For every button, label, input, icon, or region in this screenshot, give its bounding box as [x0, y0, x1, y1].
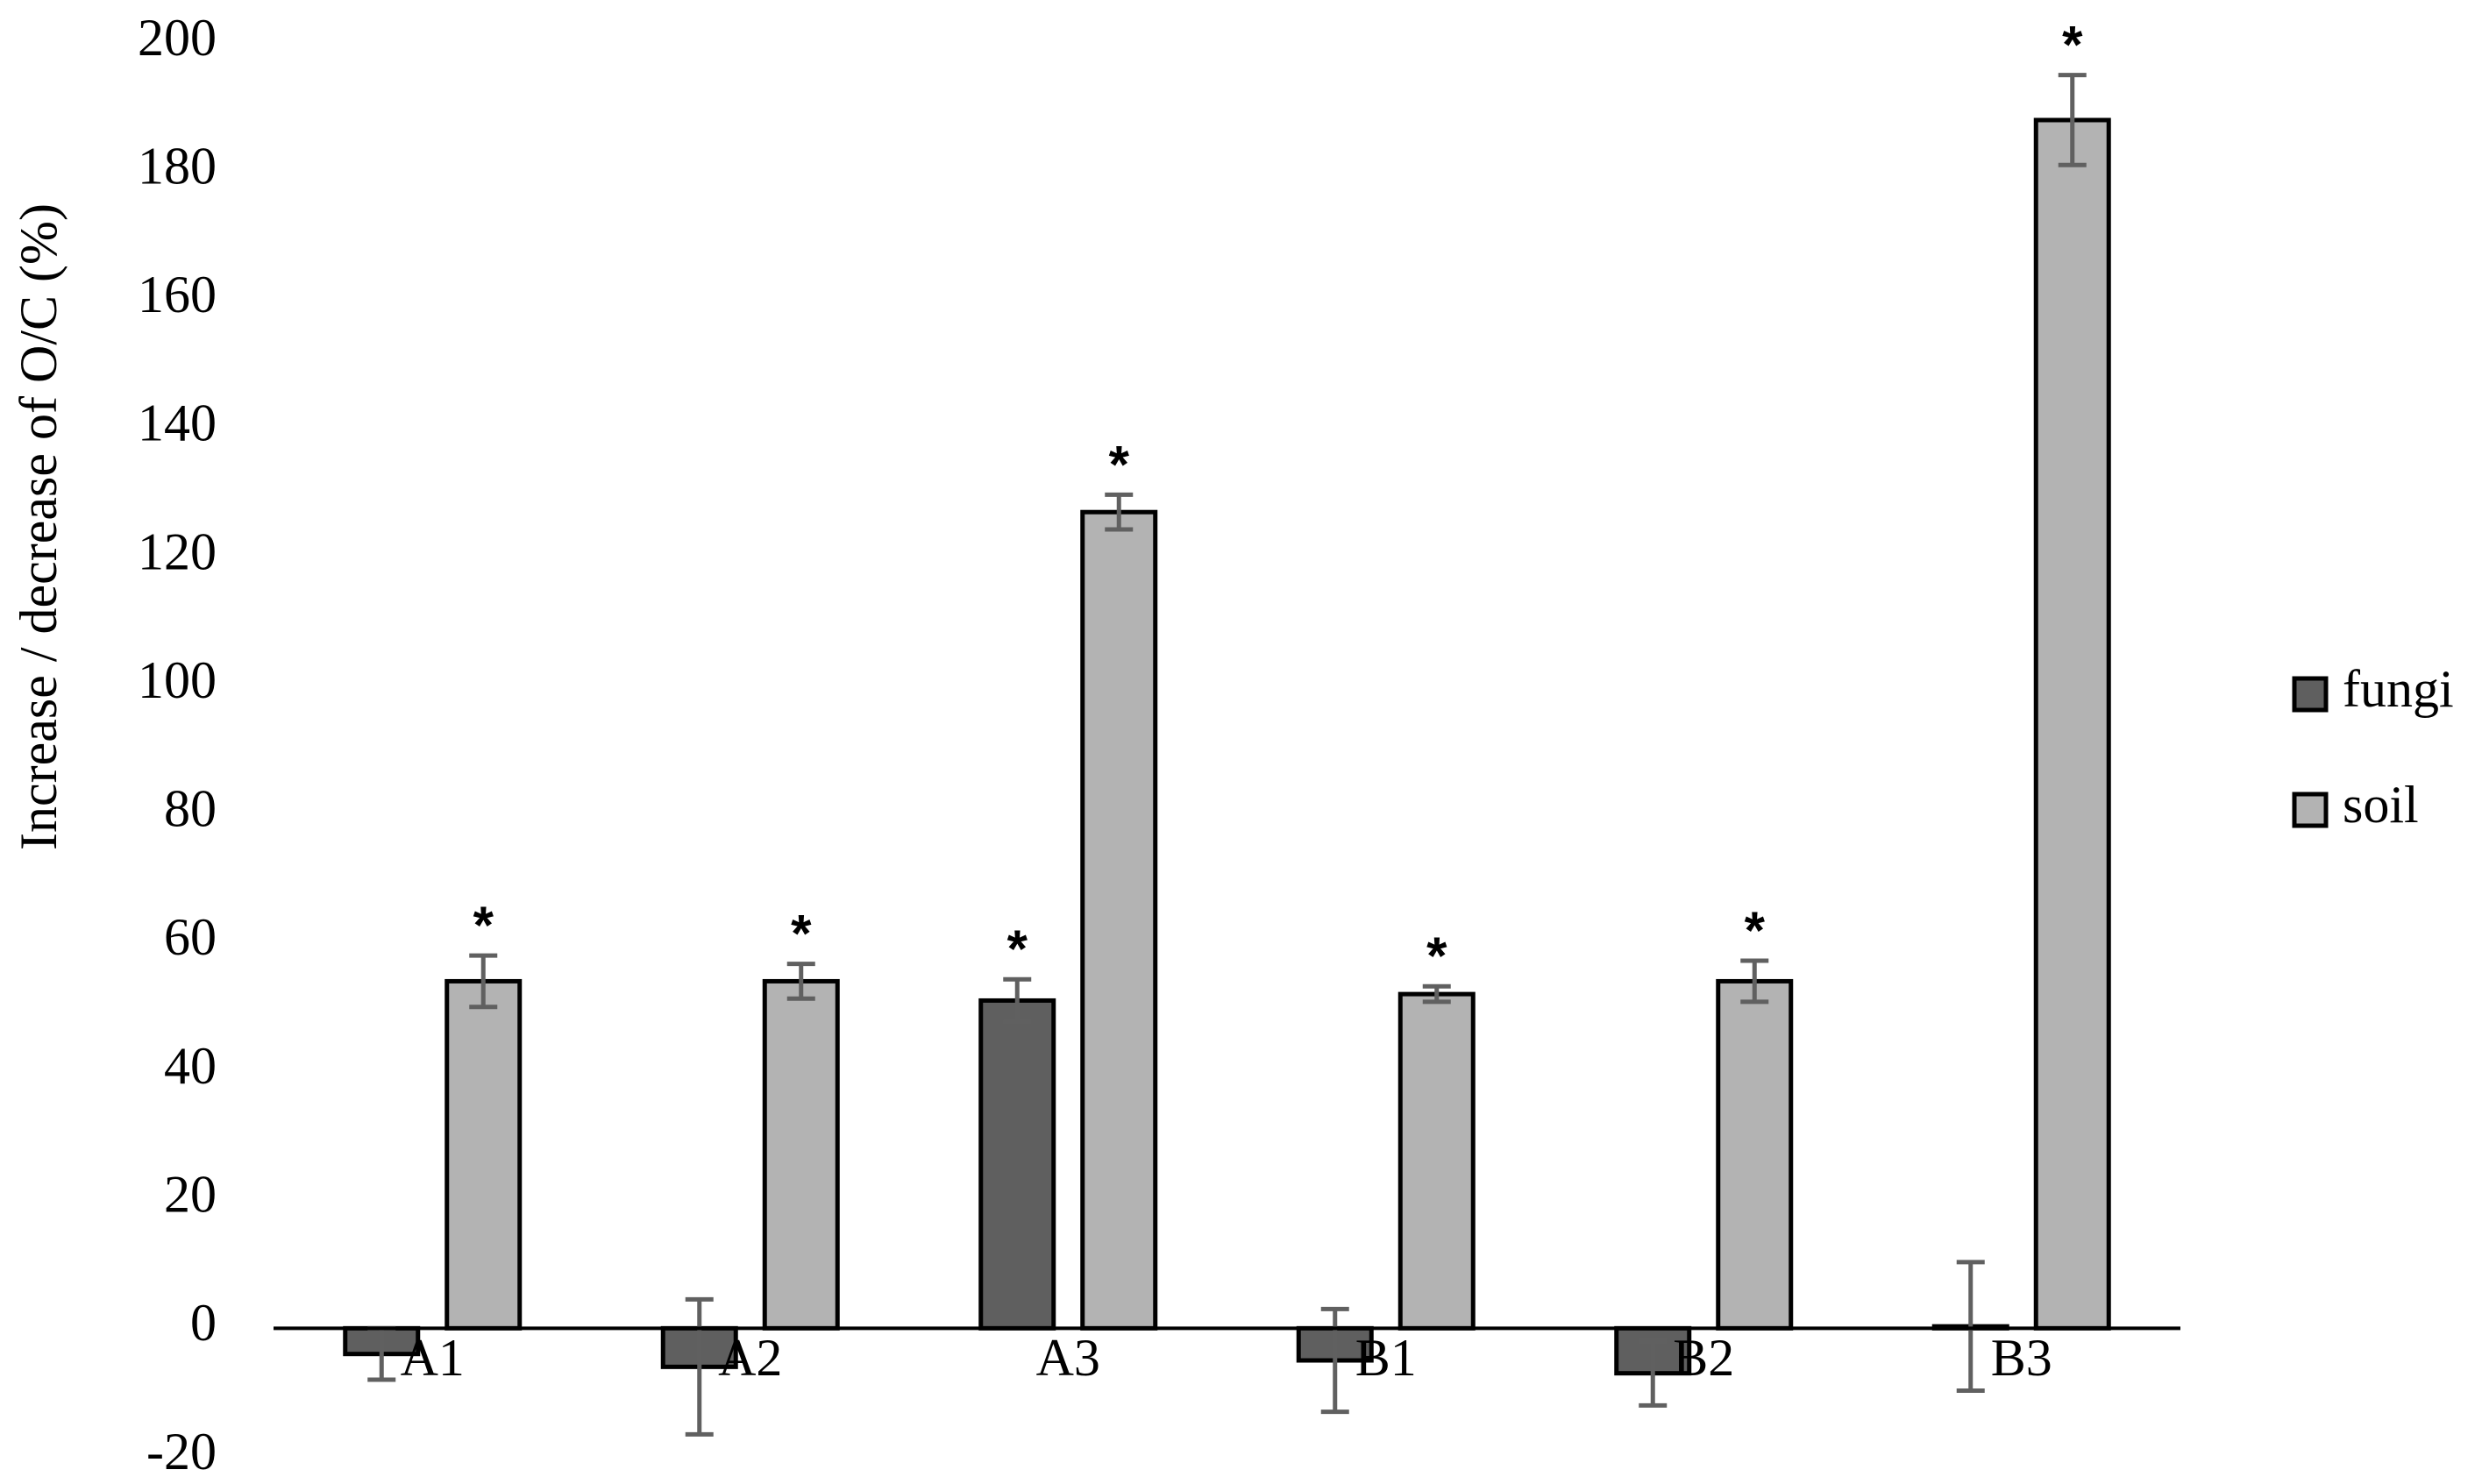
x-tick-label: B2 — [1673, 1329, 1734, 1387]
y-tick-label: 100 — [138, 651, 217, 709]
error-bar — [469, 953, 498, 1010]
error-bar — [1639, 1338, 1668, 1408]
error-bar — [786, 962, 815, 1001]
legend-label: fungi — [2343, 660, 2454, 718]
error-bar — [1105, 492, 1134, 532]
y-tick-label: 120 — [138, 522, 217, 580]
y-axis-title: Increase / decrease of O/C (%) — [10, 203, 68, 850]
error-bar — [1422, 983, 1451, 1005]
significance-marker: * — [791, 904, 812, 962]
y-tick-label: 0 — [190, 1294, 217, 1352]
y-tick-label: 140 — [138, 394, 217, 452]
x-tick-label: A2 — [718, 1329, 782, 1387]
bar — [2033, 117, 2111, 1331]
error-bar — [685, 1296, 714, 1437]
significance-marker: * — [473, 896, 494, 955]
x-tick-label: B3 — [1991, 1329, 2052, 1387]
legend-swatch — [2292, 792, 2329, 828]
bar — [1397, 991, 1476, 1331]
error-bar — [1956, 1260, 1985, 1393]
significance-marker: * — [1426, 927, 1447, 985]
bar — [762, 978, 840, 1331]
legend-label: soil — [2343, 776, 2419, 834]
bar — [978, 998, 1056, 1331]
y-tick-label: -20 — [146, 1423, 217, 1480]
legend-swatch — [2292, 676, 2329, 713]
error-bar — [1320, 1306, 1349, 1415]
y-tick-label: 20 — [164, 1165, 217, 1223]
y-tick-label: 60 — [164, 908, 217, 966]
y-tick-label: 80 — [164, 780, 217, 838]
x-tick-label: A3 — [1036, 1329, 1100, 1387]
significance-marker: * — [2062, 16, 2083, 75]
y-tick-label: 200 — [138, 9, 217, 67]
error-bar — [1740, 958, 1769, 1005]
y-tick-label: 160 — [138, 266, 217, 323]
bar — [1716, 978, 1794, 1331]
bar — [444, 978, 523, 1331]
error-bar — [2058, 73, 2087, 167]
x-tick-label: B1 — [1355, 1329, 1417, 1387]
significance-marker: * — [1745, 901, 1766, 960]
error-bar — [1003, 976, 1032, 1025]
x-tick-label: A1 — [401, 1329, 465, 1387]
bar — [1080, 509, 1158, 1331]
y-tick-label: 40 — [164, 1037, 217, 1095]
significance-marker: * — [1007, 920, 1028, 978]
significance-marker: * — [1109, 435, 1130, 493]
y-tick-label: 180 — [138, 137, 217, 195]
